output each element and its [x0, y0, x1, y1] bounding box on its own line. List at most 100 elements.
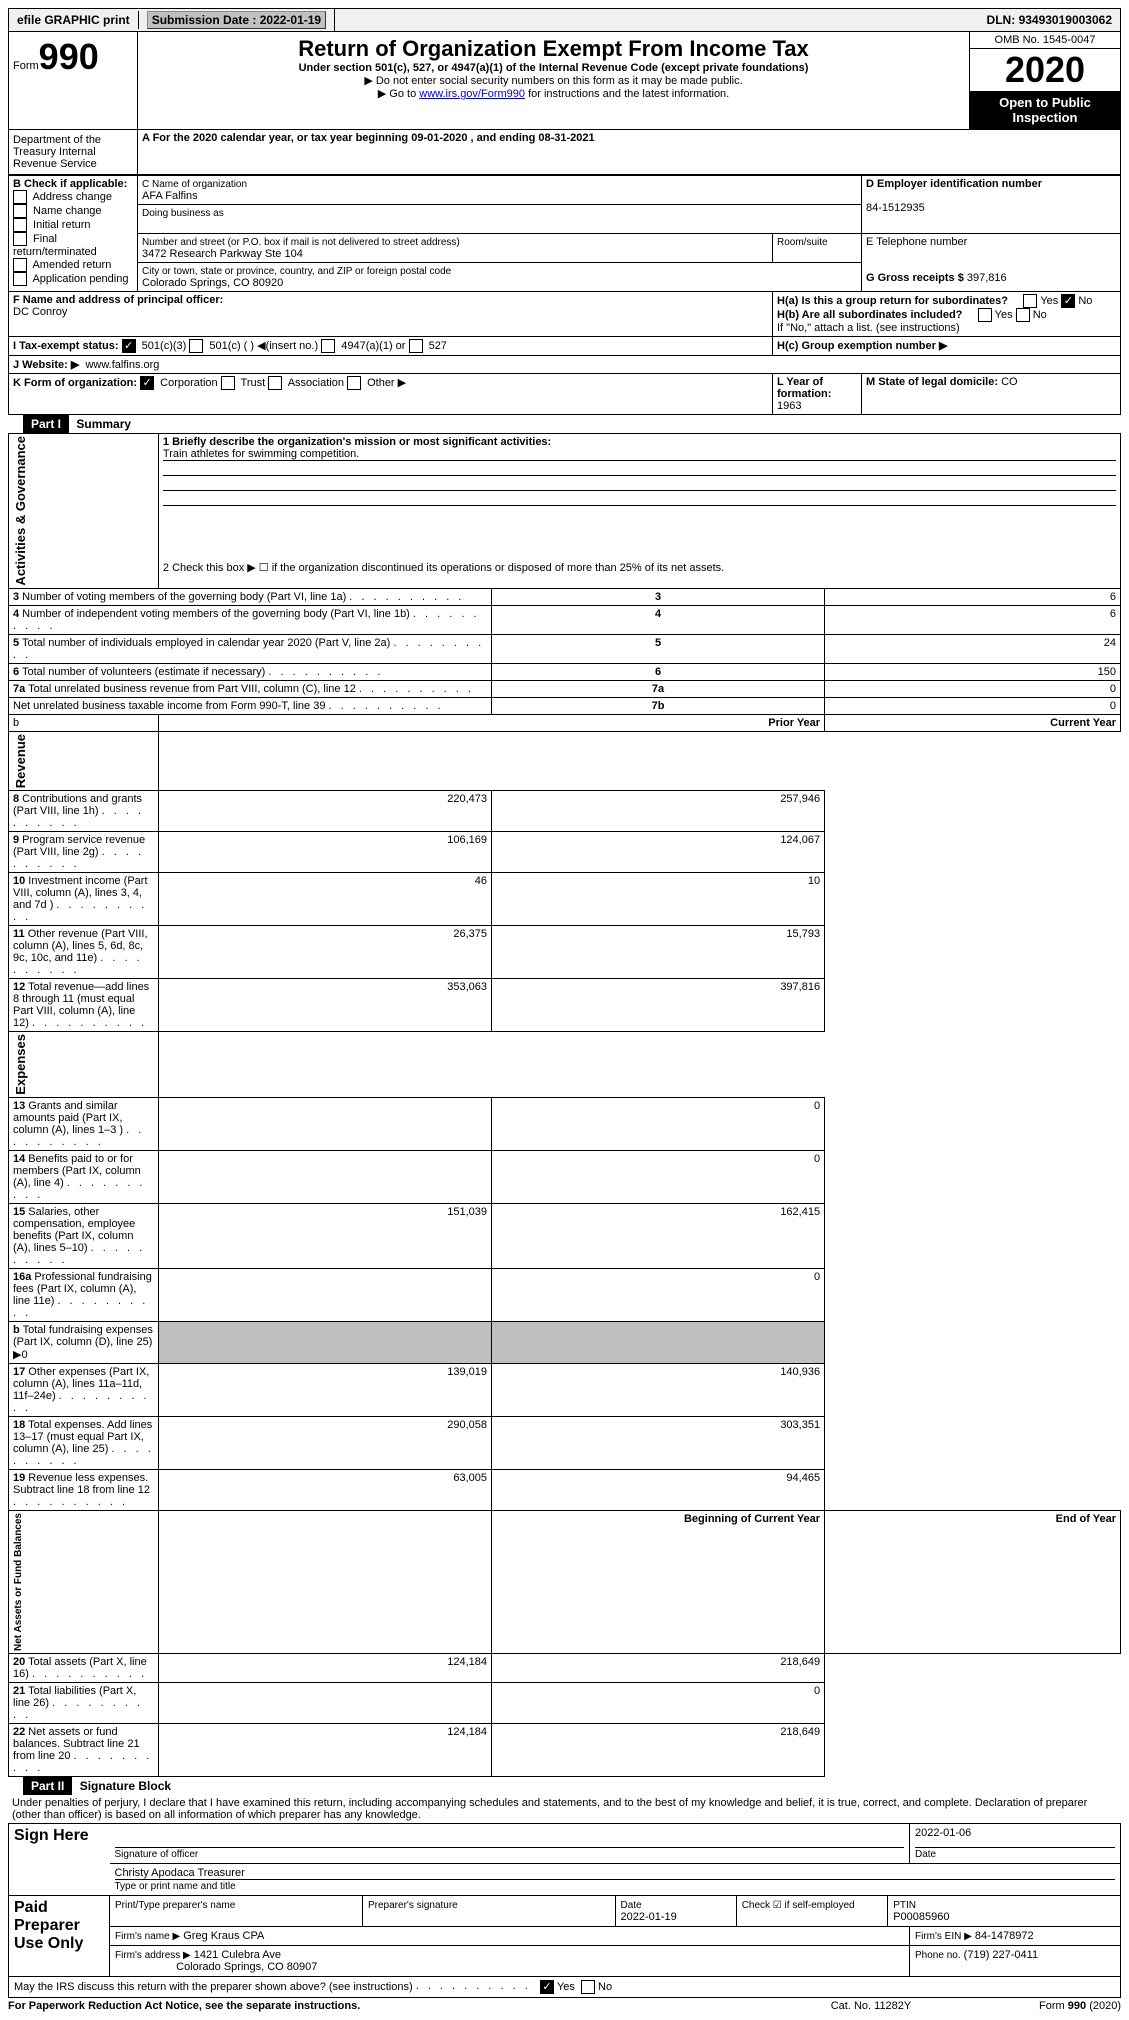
- current-value: 218,649: [491, 1723, 824, 1776]
- instr-link: ▶ Go to www.irs.gov/Form990 for instruct…: [146, 87, 961, 100]
- line-text: 21 Total liabilities (Part X, line 26): [9, 1682, 159, 1723]
- l-value: 1963: [777, 400, 801, 412]
- k-checkbox[interactable]: [347, 376, 361, 390]
- main-title: Return of Organization Exempt From Incom…: [146, 36, 961, 62]
- gov-line-key: 7a: [491, 680, 824, 697]
- current-value: 397,816: [491, 978, 824, 1031]
- b-checkbox[interactable]: [13, 204, 27, 218]
- g-value: 397,816: [967, 272, 1007, 284]
- phone-value: (719) 227-0411: [964, 1949, 1038, 1961]
- b-checkbox[interactable]: [13, 258, 27, 272]
- prior-value: [158, 1682, 491, 1723]
- box-c-room: Room/suite: [773, 234, 862, 263]
- current-value: 0: [491, 1097, 824, 1150]
- submission-date-cell: Submission Date : 2022-01-19: [139, 9, 335, 31]
- box-h: H(a) Is this a group return for subordin…: [773, 292, 1121, 337]
- box-hc: H(c) Group exemption number ▶: [773, 337, 1121, 356]
- firm-addr2: Colorado Springs, CO 80907: [176, 1961, 317, 1973]
- prior-value: 106,169: [158, 831, 491, 872]
- b-row-marker: b: [9, 714, 159, 731]
- b-checkbox[interactable]: [13, 218, 27, 232]
- line-text: 8 Contributions and grants (Part VIII, l…: [9, 790, 159, 831]
- discuss-text: May the IRS discuss this return with the…: [14, 1980, 413, 1992]
- part2-title: Signature Block: [76, 1779, 171, 1793]
- k-checkbox[interactable]: [268, 376, 282, 390]
- gov-line-value: 150: [825, 663, 1121, 680]
- box-m: M State of legal domicile: CO: [862, 374, 1121, 415]
- k-checkbox[interactable]: [221, 376, 235, 390]
- prep-date: 2022-01-19: [621, 1911, 677, 1923]
- prior-value: 353,063: [158, 978, 491, 1031]
- current-value: 0: [491, 1268, 824, 1321]
- i-checkbox[interactable]: [189, 339, 203, 353]
- eoy-hdr: End of Year: [825, 1510, 1121, 1653]
- phone-label: Phone no.: [915, 1950, 961, 1961]
- submission-date-button[interactable]: Submission Date : 2022-01-19: [147, 11, 326, 29]
- form-footer: Form 990 (2020): [971, 2000, 1121, 2012]
- prior-value: 124,184: [158, 1723, 491, 1776]
- current-value: 0: [491, 1150, 824, 1203]
- form-header: Form990 Return of Organization Exempt Fr…: [8, 32, 1121, 130]
- line-text: 12 Total revenue—add lines 8 through 11 …: [9, 978, 159, 1031]
- ha-no-checkbox[interactable]: ✓: [1061, 294, 1075, 308]
- current-value: 124,067: [491, 831, 824, 872]
- line1: 1 Briefly describe the organization's mi…: [158, 434, 1120, 559]
- discuss-no-checkbox[interactable]: [581, 1980, 595, 1994]
- prior-value: [158, 1097, 491, 1150]
- line2: 2 Check this box ▶ ☐ if the organization…: [158, 559, 1120, 588]
- discuss-yes-checkbox[interactable]: ✓: [540, 1980, 554, 1994]
- prior-value: [158, 1268, 491, 1321]
- spacer: [335, 18, 978, 22]
- current-value: 15,793: [491, 925, 824, 978]
- box-c-addr: Number and street (or P.O. box if mail i…: [138, 234, 773, 263]
- line-text: 16a Professional fundraising fees (Part …: [9, 1268, 159, 1321]
- current-value: 94,465: [491, 1469, 824, 1510]
- box-l: L Year of formation: 1963: [773, 374, 862, 415]
- gov-line-text: 5 Total number of individuals employed i…: [9, 634, 492, 663]
- subtitle: Under section 501(c), 527, or 4947(a)(1)…: [146, 62, 961, 74]
- i-checkbox[interactable]: ✓: [122, 339, 136, 353]
- hb-no-checkbox[interactable]: [1016, 308, 1030, 322]
- c-name-label: C Name of organization: [142, 179, 247, 190]
- line-text: 19 Revenue less expenses. Subtract line …: [9, 1469, 159, 1510]
- city-value: Colorado Springs, CO 80920: [142, 277, 283, 289]
- i-checkbox[interactable]: [409, 339, 423, 353]
- year-box: OMB No. 1545-0047 2020 Open to Public In…: [969, 32, 1120, 129]
- current-value: 257,946: [491, 790, 824, 831]
- part1-title: Summary: [72, 417, 131, 431]
- a-line: A For the 2020 calendar year, or tax yea…: [138, 130, 1120, 174]
- prior-value: 290,058: [158, 1416, 491, 1469]
- hb-yes-checkbox[interactable]: [978, 308, 992, 322]
- officer-name-cell: Christy Apodaca Treasurer Type or print …: [110, 1863, 1121, 1895]
- omb-number: OMB No. 1545-0047: [970, 32, 1120, 49]
- prior-value: [158, 1150, 491, 1203]
- b-checkbox[interactable]: [13, 272, 27, 286]
- firm-ein-cell: Firm's EIN ▶ 84-1478972: [910, 1926, 1121, 1945]
- line-text: 14 Benefits paid to or for members (Part…: [9, 1150, 159, 1203]
- b-checkbox[interactable]: [13, 232, 27, 246]
- g-label: G Gross receipts $: [866, 272, 964, 284]
- perjury-declaration: Under penalties of perjury, I declare th…: [8, 1795, 1121, 1823]
- blank: [158, 1510, 491, 1653]
- prior-value: 124,184: [158, 1653, 491, 1682]
- hb-label: H(b) Are all subordinates included?: [777, 309, 962, 321]
- gov-line-text: 7a Total unrelated business revenue from…: [9, 680, 492, 697]
- k-checkbox[interactable]: ✓: [140, 376, 154, 390]
- gov-line-value: 6: [825, 605, 1121, 634]
- type-name-label: Type or print name and title: [115, 1881, 236, 1892]
- current-value: 0: [491, 1682, 824, 1723]
- box-i: I Tax-exempt status: ✓ 501(c)(3) 501(c) …: [9, 337, 773, 356]
- irs-link[interactable]: www.irs.gov/Form990: [419, 88, 525, 100]
- sig-officer-cell: Signature of officer: [110, 1823, 910, 1863]
- ha-yes-checkbox[interactable]: [1023, 294, 1037, 308]
- entity-info-table: B Check if applicable: Address change Na…: [8, 175, 1121, 415]
- gov-line-value: 0: [825, 697, 1121, 714]
- i-checkbox[interactable]: [321, 339, 335, 353]
- website-value: www.falfins.org: [85, 359, 159, 371]
- box-d: D Employer identification number 84-1512…: [862, 176, 1121, 234]
- box-c-city: City or town, state or province, country…: [138, 263, 862, 292]
- h-note: If "No," attach a list. (see instruction…: [777, 322, 960, 334]
- cat-no: Cat. No. 11282Y: [771, 2000, 971, 2012]
- b-checkbox[interactable]: [13, 190, 27, 204]
- current-value: 303,351: [491, 1416, 824, 1469]
